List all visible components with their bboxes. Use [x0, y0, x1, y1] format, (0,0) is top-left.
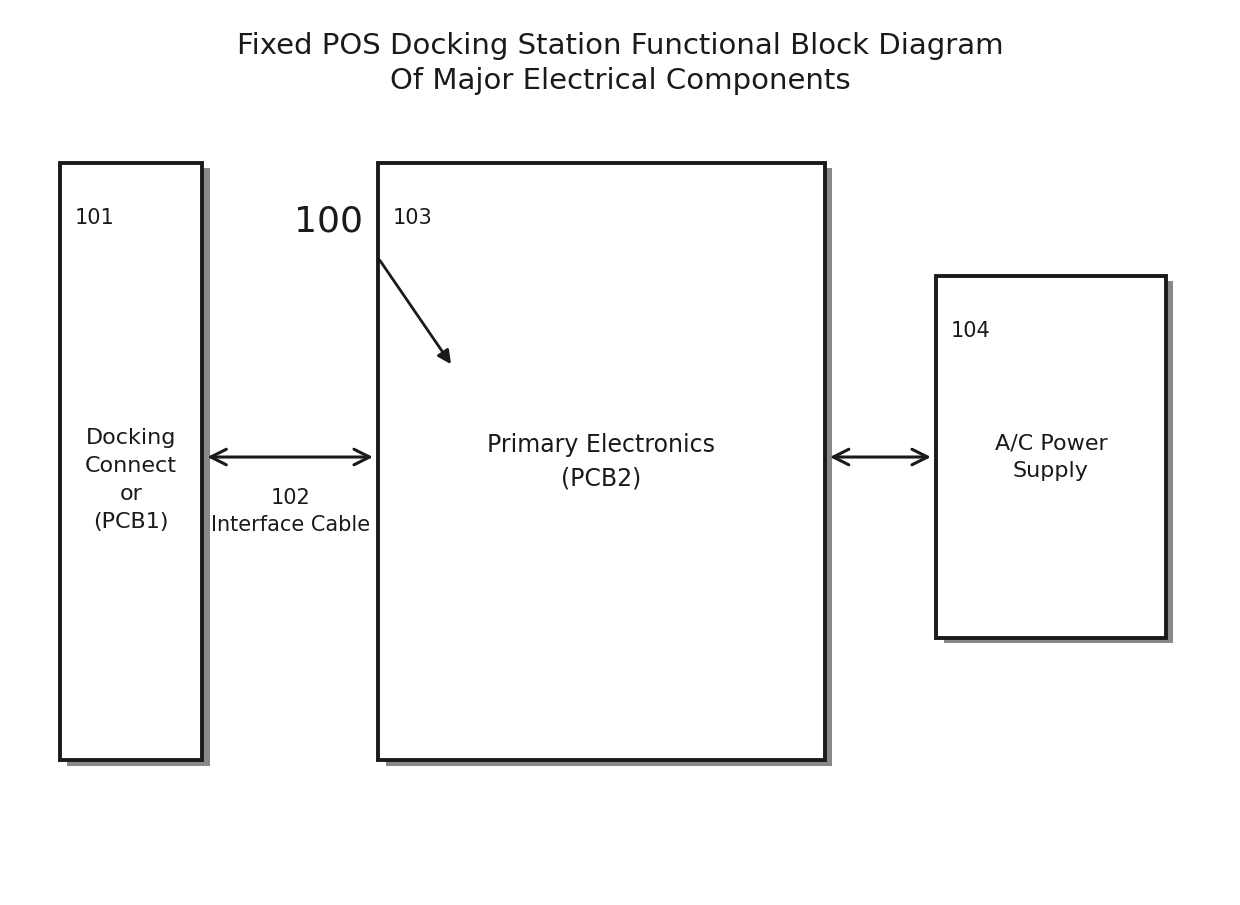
Text: 100: 100	[294, 205, 363, 239]
Text: Fixed POS Docking Station Functional Block Diagram
Of Major Electrical Component: Fixed POS Docking Station Functional Blo…	[237, 32, 1003, 95]
Text: 103: 103	[393, 208, 433, 228]
Bar	[936, 276, 1166, 638]
Text: Docking
Connect
or
(PCB1): Docking Connect or (PCB1)	[84, 428, 177, 531]
Text: A/C Power
Supply: A/C Power Supply	[994, 433, 1107, 481]
Bar	[60, 163, 202, 760]
Text: Primary Electronics
(PCB2): Primary Electronics (PCB2)	[487, 433, 715, 491]
Text: 104: 104	[951, 321, 991, 341]
Text: 101: 101	[74, 208, 114, 228]
Bar	[386, 168, 832, 766]
Text: 102
Interface Cable: 102 Interface Cable	[211, 488, 370, 535]
Bar	[378, 163, 825, 760]
Bar	[67, 168, 210, 766]
Bar	[944, 281, 1173, 643]
